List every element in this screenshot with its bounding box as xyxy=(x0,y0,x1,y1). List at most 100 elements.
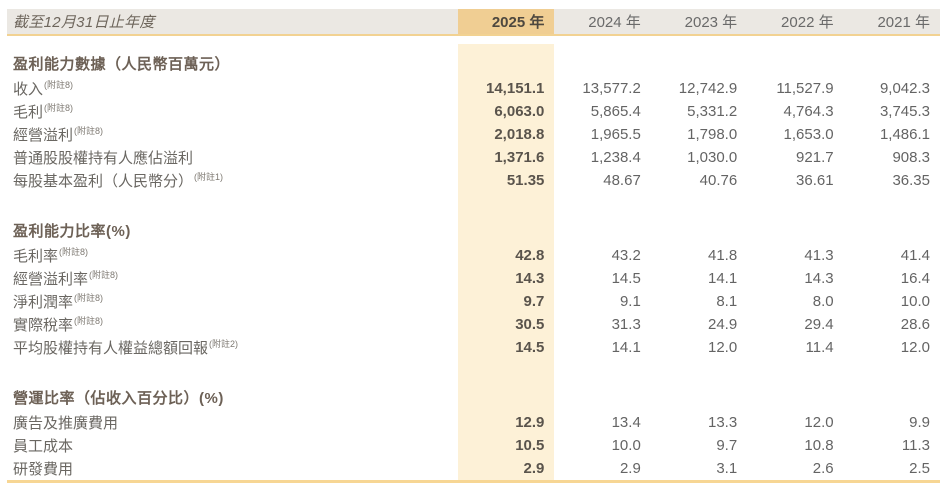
table-row: 普通股股權持有人應佔溢利 1,371.6 1,238.4 1,030.0 921.7 90… xyxy=(7,146,940,169)
value-cell-year2024: 9.1 xyxy=(619,293,641,310)
spacer-col3 xyxy=(747,359,843,385)
value-cell-year2025: 14,151.1 xyxy=(458,77,555,100)
table-row: 淨利潤率 (附註8) 9.7 9.1 8.1 8.0 10.0 xyxy=(7,290,940,313)
value-cell-year2025: 9.7 xyxy=(458,290,555,313)
section-heading-col3 xyxy=(747,218,843,244)
row-label: 毛利率 (附註8) xyxy=(13,246,89,265)
row-label: 普通股股權持有人應佔溢利 xyxy=(7,146,458,169)
section-heading-row: 盈利能力數據（人民幣百萬元） xyxy=(7,44,940,77)
row-label: 廣告及推廣費用 xyxy=(7,411,458,434)
row-label-text: 研發費用 xyxy=(13,461,74,478)
row-label: 毛利 (附註8) xyxy=(13,102,74,121)
value-cell-year2023: 1,798.0 xyxy=(687,126,738,143)
table-body: 盈利能力數據（人民幣百萬元） 收入 (附註8) 14,151.1 13,577.2 12,… xyxy=(7,44,940,480)
value-cell-year2023: 41.8 xyxy=(707,247,738,264)
header-gap xyxy=(7,36,940,44)
row-label: 每股基本盈利（人民幣分） (附註1) xyxy=(13,171,224,190)
table-row: 每股基本盈利（人民幣分） (附註1) 51.35 48.67 40.76 36.61 36.… xyxy=(7,169,940,192)
spacer-col4 xyxy=(844,192,940,218)
value-cell-year2024: 31.3 xyxy=(611,316,641,333)
table-row: 實際稅率 (附註8) 30.5 31.3 24.9 29.4 28.6 xyxy=(7,313,940,336)
section-heading-col4 xyxy=(844,44,940,77)
section-heading-col1 xyxy=(554,385,650,411)
row-label-text: 毛利 xyxy=(13,104,44,121)
table-row: 毛利 (附註8) 6,063.0 5,865.4 5,331.2 4,764.3 3,745… xyxy=(7,100,940,123)
row-label-text: 毛利率 xyxy=(13,248,59,265)
value-cell-year2025: 42.8 xyxy=(458,244,555,267)
section-heading-col3 xyxy=(747,44,843,77)
value-cell-year2025: 14.3 xyxy=(458,267,555,290)
value-cell-year2024: 14.1 xyxy=(611,339,641,356)
value-cell-year2022: 11.4 xyxy=(805,339,834,356)
section-heading-row: 盈利能力比率(%) xyxy=(7,218,940,244)
section-heading-col3 xyxy=(747,385,843,411)
value-cell-year2025: 10.5 xyxy=(458,434,555,457)
value-cell-year2022: 2.6 xyxy=(812,460,834,477)
value-cell-year2023: 5,331.2 xyxy=(687,103,738,120)
value-cell-year2025: 2,018.8 xyxy=(458,123,555,146)
value-cell-year2025: 14.5 xyxy=(458,336,555,359)
value-cell-year2023: 3.1 xyxy=(716,460,738,477)
year-header-2021: 2021 年 xyxy=(877,14,930,31)
table-row: 毛利率 (附註8) 42.8 43.2 41.8 41.3 41.4 xyxy=(7,244,940,267)
section-heading-col4 xyxy=(844,385,940,411)
section-heading-col2 xyxy=(651,218,747,244)
value-cell-year2025: 1,371.6 xyxy=(458,146,555,169)
row-label: 平均股權持有人權益總額回報 (附註2) xyxy=(13,338,239,357)
spacer-col4 xyxy=(844,359,940,385)
value-cell-year2021: 908.3 xyxy=(892,149,930,166)
value-cell-year2021: 1,486.1 xyxy=(879,126,930,143)
value-cell-year2025: 2.9 xyxy=(458,457,555,480)
value-cell-year2021: 12.0 xyxy=(900,339,930,356)
section-spacer-row xyxy=(7,192,940,218)
year-header-2025: 2025 年 xyxy=(458,9,555,34)
spacer-col2 xyxy=(651,359,747,385)
section-heading-col4 xyxy=(844,218,940,244)
financial-summary-table: 截至12月31日止年度 2025 年 2024 年 2023 年 2022 年 … xyxy=(7,9,940,483)
value-cell-year2023: 40.76 xyxy=(699,172,738,189)
value-cell-year2023: 24.9 xyxy=(707,316,738,333)
value-cell-year2022: 11,527.9 xyxy=(776,80,834,97)
spacer-col1 xyxy=(554,192,650,218)
row-label-text: 平均股權持有人權益總額回報 xyxy=(13,340,209,357)
section-heading-col0 xyxy=(458,385,555,411)
value-cell-year2024: 13,577.2 xyxy=(582,80,641,97)
section-heading-col2 xyxy=(651,385,747,411)
row-label-text: 員工成本 xyxy=(13,438,74,455)
value-cell-year2021: 28.6 xyxy=(900,316,930,333)
row-label-text: 普通股股權持有人應佔溢利 xyxy=(13,150,194,167)
value-cell-year2021: 11.3 xyxy=(901,437,930,454)
table-row: 廣告及推廣費用 12.9 13.4 13.3 12.0 9.9 xyxy=(7,411,940,434)
value-cell-year2024: 5,865.4 xyxy=(590,103,641,120)
section-spacer-row xyxy=(7,359,940,385)
value-cell-year2022: 12.0 xyxy=(804,414,834,431)
section-heading-col0 xyxy=(458,44,555,77)
row-label-text: 廣告及推廣費用 xyxy=(13,415,119,432)
section-heading-row: 營運比率（佔收入百分比）(%) xyxy=(7,385,940,411)
section-title: 營運比率（佔收入百分比）(%) xyxy=(13,390,224,407)
spacer-col2 xyxy=(651,192,747,218)
value-cell-year2023: 12.0 xyxy=(707,339,738,356)
year-header-2023: 2023 年 xyxy=(684,14,738,31)
value-cell-year2024: 48.67 xyxy=(603,172,641,189)
value-cell-year2023: 8.1 xyxy=(716,293,738,310)
value-cell-year2022: 14.3 xyxy=(804,270,834,287)
value-cell-year2022: 4,764.3 xyxy=(783,103,834,120)
section-heading-col0 xyxy=(458,218,555,244)
value-cell-year2024: 2.9 xyxy=(619,460,641,477)
year-header-2022: 2022 年 xyxy=(781,14,834,31)
value-cell-year2022: 1,653.0 xyxy=(783,126,834,143)
row-label-text: 收入 xyxy=(13,81,44,98)
value-cell-year2021: 41.4 xyxy=(900,247,930,264)
value-cell-year2021: 2.5 xyxy=(909,460,930,477)
section-heading-col1 xyxy=(554,44,650,77)
table-bottom-rule xyxy=(7,480,940,483)
section-title: 盈利能力數據（人民幣百萬元） xyxy=(13,56,231,73)
row-label: 淨利潤率 (附註8) xyxy=(13,292,104,311)
spacer-col3 xyxy=(747,192,843,218)
value-cell-year2023: 14.1 xyxy=(707,270,738,287)
section-heading-col1 xyxy=(554,218,650,244)
value-cell-year2022: 41.3 xyxy=(804,247,834,264)
header-divider-rule xyxy=(7,34,940,36)
value-cell-year2021: 9,042.3 xyxy=(879,80,930,97)
